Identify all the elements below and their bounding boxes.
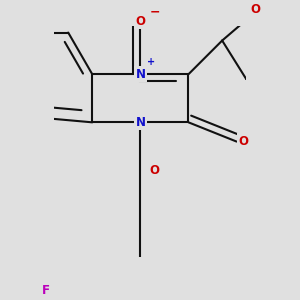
Text: O: O — [239, 135, 249, 148]
Text: −: − — [150, 5, 160, 18]
Text: N: N — [135, 68, 146, 81]
Text: O: O — [135, 15, 146, 28]
Text: +: + — [147, 57, 155, 67]
Text: F: F — [42, 284, 50, 297]
Text: N: N — [135, 116, 146, 129]
Text: O: O — [150, 164, 160, 177]
Text: O: O — [251, 3, 261, 16]
